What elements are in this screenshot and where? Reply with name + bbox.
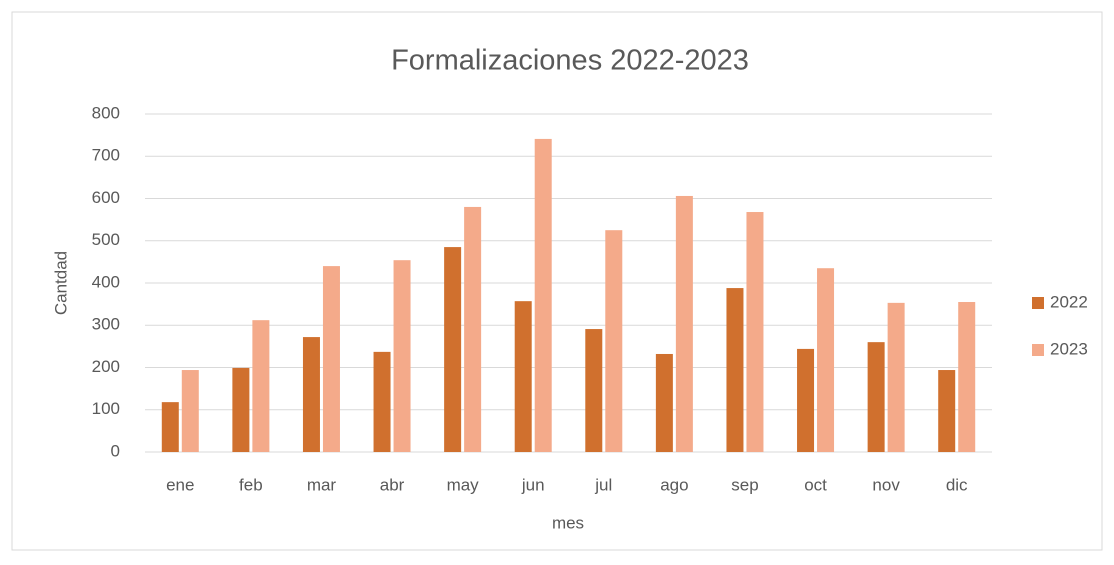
bar [444, 247, 462, 452]
y-tick-label: 0 [111, 441, 120, 460]
bar [393, 260, 411, 452]
bar [373, 351, 391, 452]
x-tick-label: jun [521, 475, 545, 494]
bar [464, 206, 482, 452]
x-tick-label: nov [872, 475, 900, 494]
bar [797, 348, 815, 452]
bar [887, 302, 905, 452]
legend-swatch [1032, 344, 1044, 356]
chart-title: Formalizaciones 2022-2023 [391, 45, 749, 77]
bar [746, 212, 764, 452]
x-tick-label: jul [594, 475, 612, 494]
bar [302, 337, 320, 452]
legend-label: 2023 [1050, 339, 1088, 358]
bar [817, 268, 835, 452]
x-axis-label: mes [552, 513, 584, 532]
bar [938, 370, 956, 452]
bar [252, 320, 270, 452]
bar [726, 288, 744, 452]
x-tick-label: oct [804, 475, 827, 494]
y-tick-label: 800 [92, 103, 120, 122]
bar [675, 195, 693, 452]
y-tick-label: 400 [92, 272, 120, 291]
x-tick-label: abr [380, 475, 405, 494]
bar [514, 301, 532, 452]
x-tick-label: sep [731, 475, 758, 494]
x-tick-label: feb [239, 475, 263, 494]
y-tick-label: 700 [92, 146, 120, 165]
y-tick-label: 100 [92, 399, 120, 418]
x-tick-label: ago [660, 475, 688, 494]
bar [585, 329, 603, 452]
y-tick-label: 200 [92, 357, 120, 376]
bar [181, 370, 199, 452]
bar [161, 402, 179, 452]
x-tick-label: mar [307, 475, 337, 494]
x-tick-label: ene [166, 475, 194, 494]
y-tick-label: 600 [92, 188, 120, 207]
y-axis-label: Cantdad [51, 251, 70, 315]
x-tick-label: may [447, 475, 480, 494]
x-tick-label: dic [946, 475, 968, 494]
bar [322, 266, 340, 452]
bar [232, 367, 250, 452]
bar [655, 353, 673, 452]
bar [534, 138, 552, 453]
y-tick-label: 500 [92, 230, 120, 249]
legend-swatch [1032, 297, 1044, 309]
chart-frame [11, 11, 1103, 551]
legend-label: 2022 [1050, 292, 1088, 311]
bar [867, 342, 885, 452]
bar [605, 230, 623, 452]
y-tick-label: 300 [92, 315, 120, 334]
bar [958, 302, 976, 452]
